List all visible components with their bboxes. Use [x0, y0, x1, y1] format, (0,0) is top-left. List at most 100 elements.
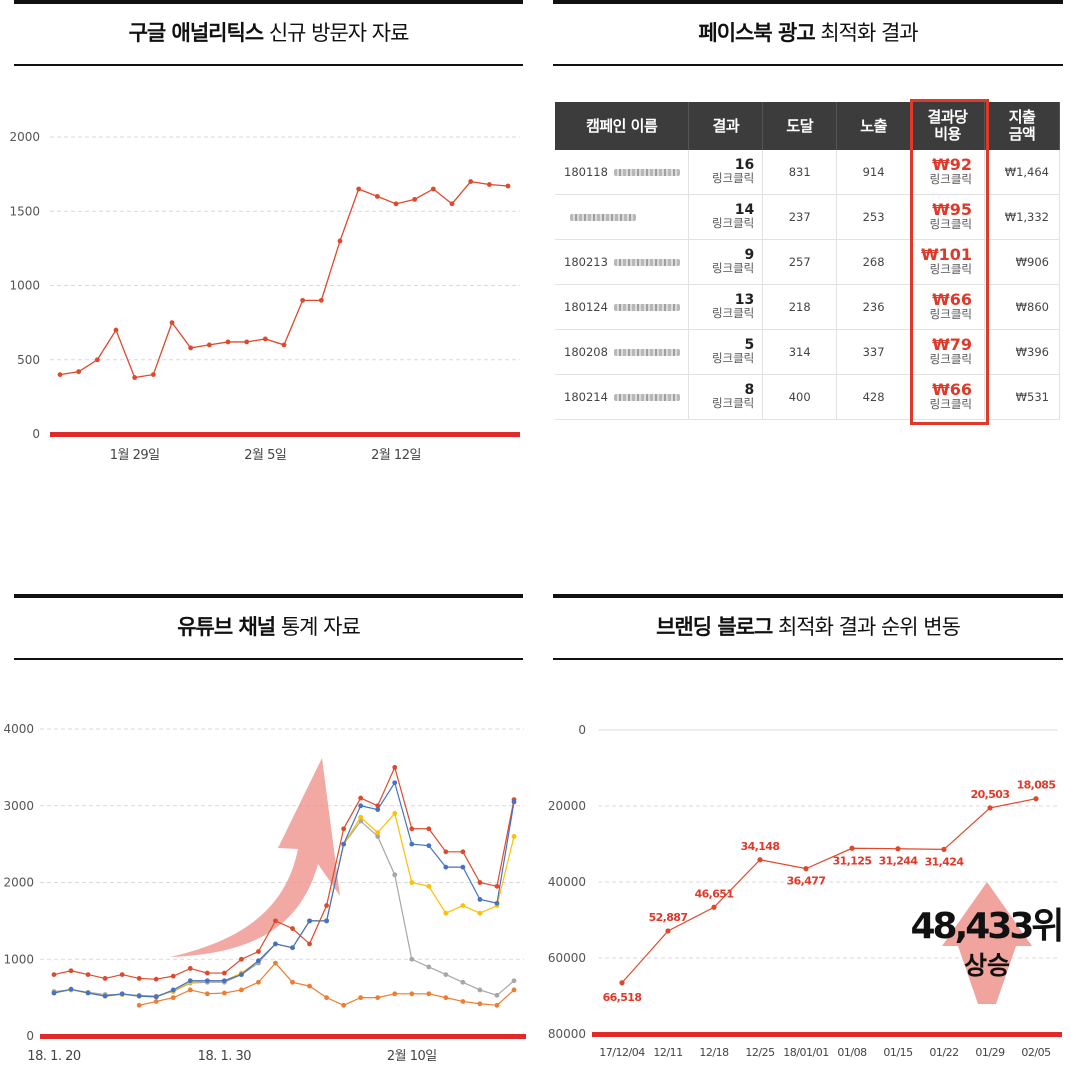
- data-point: [494, 1002, 500, 1008]
- rising-arrow-icon: [170, 758, 340, 957]
- data-point: [204, 978, 210, 984]
- table-row: 180208 5 링크클릭 314 337 ₩79 링크클릭 ₩396: [555, 329, 1061, 375]
- table-cell: [555, 194, 690, 240]
- data-point: [426, 964, 432, 970]
- data-point: [409, 956, 415, 962]
- yt-panel: 유튜브 채널 통계 자료: [14, 594, 523, 1074]
- data-point: [392, 780, 398, 786]
- data-point: [443, 864, 449, 870]
- result-unit: 링크클릭: [711, 171, 755, 185]
- data-point: [511, 799, 517, 805]
- y-tick-label: 40000: [548, 875, 586, 889]
- fb-title: 페이스북 광고 최적화 결과: [698, 21, 918, 45]
- result-unit: 링크클릭: [711, 306, 755, 320]
- panel-top-rule: [553, 594, 1063, 598]
- table-cell: 9 링크클릭: [688, 239, 764, 285]
- data-point: [619, 980, 625, 986]
- data-point: [987, 805, 993, 811]
- table-cell: 914: [836, 150, 912, 195]
- fb-campaign-table: 캠페인 이름 결과 도달 노출 결과당 비용 지출 금액 180118 16 링크클릭 831 914…: [555, 102, 1061, 420]
- x-axis-bar: [40, 1034, 526, 1039]
- data-point: [170, 973, 176, 979]
- data-point: [849, 845, 855, 851]
- blog-rank-chart: 0 20000 40000 60000 80000 17/12/04 12/11 12/18 1…: [548, 723, 1065, 1059]
- data-point: [76, 369, 82, 375]
- data-point: [341, 841, 347, 847]
- yt-title: 유튜브 채널 통계 자료: [177, 615, 361, 639]
- data-label: 66,518: [603, 991, 642, 1004]
- table-cell: 8 링크클릭: [688, 374, 764, 420]
- table-cell: 236: [836, 284, 912, 330]
- impressions-value: 268: [862, 255, 885, 269]
- result-value: 16: [734, 157, 755, 173]
- x-tick-label: 1월 29일: [110, 448, 160, 463]
- data-point: [51, 990, 57, 996]
- data-point: [341, 826, 347, 832]
- blurred-campaign-name: [613, 259, 680, 266]
- data-point: [443, 849, 449, 855]
- x-tick-label: 12/18: [699, 1046, 729, 1059]
- data-point: [711, 904, 717, 910]
- ga-line-chart: 0 500 1000 1500 2000 1월 29일 2월 5일 2월 12일: [9, 130, 520, 463]
- data-point: [187, 978, 193, 984]
- panel-top-rule: [553, 0, 1063, 4]
- data-point: [188, 345, 194, 351]
- panel-top-rule: [14, 594, 523, 598]
- data-point: [51, 972, 57, 977]
- data-point: [1033, 796, 1039, 802]
- campaign-id: 180208: [564, 345, 608, 359]
- col-header-1: 결과: [688, 102, 764, 150]
- data-point: [941, 846, 947, 853]
- data-point: [113, 327, 119, 333]
- table-cell: ₩101 링크클릭: [910, 239, 985, 285]
- table-cell: ₩92 링크클릭: [910, 150, 985, 195]
- data-point: [102, 993, 108, 999]
- col-header-4: 결과당 비용: [910, 102, 985, 150]
- table-cell: 257: [762, 239, 838, 285]
- data-point: [136, 993, 142, 999]
- table-cell: ₩95 링크클릭: [910, 194, 985, 240]
- data-point: [324, 903, 329, 908]
- data-point: [494, 992, 500, 998]
- data-point: [460, 849, 466, 855]
- table-cell: ₩1,332: [984, 194, 1061, 240]
- data-point: [460, 999, 466, 1004]
- table-cell: 268: [836, 239, 912, 285]
- impressions-value: 914: [862, 165, 885, 179]
- data-point: [318, 297, 324, 303]
- cost-per-result-value: ₩79: [932, 335, 972, 354]
- data-point: [239, 987, 244, 993]
- table-cell: 13 링크클릭: [688, 284, 764, 330]
- rank-change-label: 상승: [964, 951, 1010, 980]
- y-tick-label: 2000: [3, 876, 34, 890]
- col-header-2: 도달: [762, 102, 838, 150]
- result-unit: 링크클릭: [711, 261, 755, 275]
- data-point: [358, 814, 364, 820]
- ga-panel: 구글 애널리틱스 신규 방문자 자료: [14, 0, 523, 480]
- series-line: [621, 798, 1037, 984]
- data-point: [290, 945, 295, 951]
- y-tick-label: 4000: [3, 722, 34, 736]
- blurred-campaign-name: [570, 214, 636, 221]
- data-point: [94, 357, 100, 363]
- data-point: [85, 990, 91, 996]
- result-value: 5: [744, 337, 755, 353]
- table-row: 180124 13 링크클릭 218 236 ₩66 링크클릭 ₩860: [555, 284, 1061, 330]
- data-point: [132, 375, 138, 380]
- data-point: [206, 342, 212, 348]
- campaign-id: 180118: [564, 165, 608, 179]
- data-point: [307, 918, 312, 924]
- table-cell: ₩860: [984, 284, 1061, 330]
- data-point: [169, 320, 175, 326]
- data-point: [150, 372, 156, 377]
- panel-title-rule: [14, 64, 523, 66]
- data-point: [443, 910, 449, 916]
- data-point: [262, 336, 268, 342]
- impressions-value: 337: [862, 345, 885, 359]
- data-label: 46,651: [695, 887, 734, 900]
- data-point: [392, 991, 398, 997]
- table-cell: ₩79 링크클릭: [910, 329, 985, 375]
- x-tick-label: 2월 12일: [371, 448, 421, 463]
- data-point: [505, 183, 511, 189]
- y-tick-label: 3000: [3, 799, 34, 813]
